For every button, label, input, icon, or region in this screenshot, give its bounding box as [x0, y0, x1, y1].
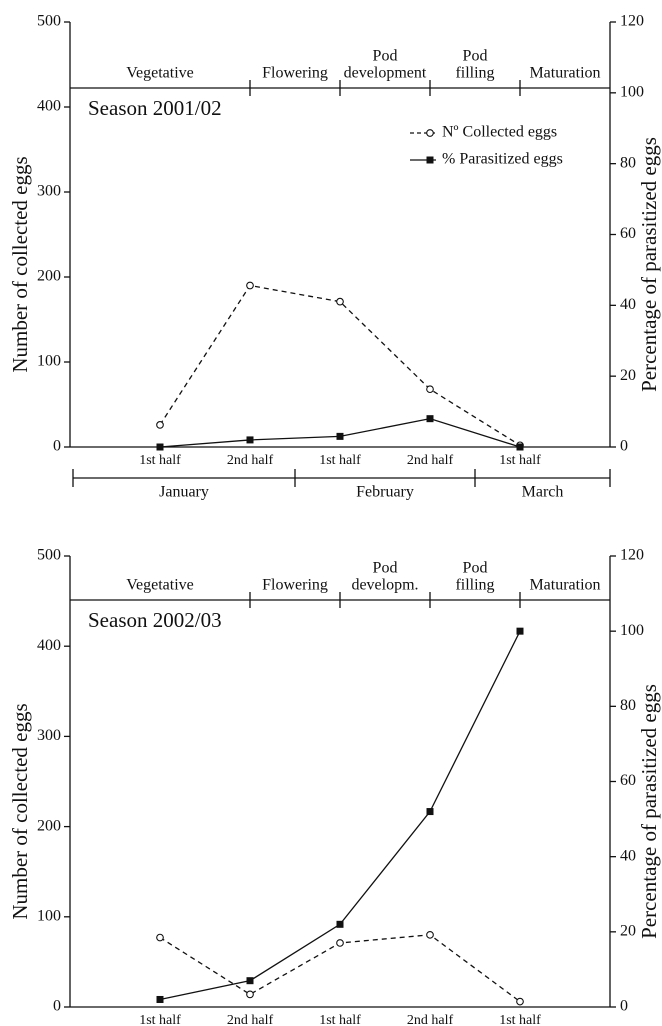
marker [246, 977, 254, 985]
x-tick-label: 1st half [499, 1013, 541, 1026]
marker [426, 415, 434, 423]
y-axis-label: Number of collected eggs [8, 703, 32, 919]
y-tick-label: 200 [37, 817, 61, 834]
x-tick-label: 1st half [319, 453, 361, 468]
x-tick-label: 2nd half [407, 453, 454, 468]
panel: 0 100 200 300 400 500 0 20 40 60 80 100 120 Number of… [8, 13, 661, 501]
stage-label: development [344, 65, 427, 82]
marker [246, 990, 254, 999]
legend-label: % Parasitized eggs [442, 151, 563, 168]
y-tick-label: 0 [53, 998, 61, 1015]
stage-label: developm. [351, 577, 418, 594]
stage-label: Flowering [262, 577, 328, 594]
marker [336, 297, 344, 306]
panel: 0 100 200 300 400 500 0 20 40 60 80 100 120 Number of… [8, 547, 661, 1026]
x-tick-label: 2nd half [227, 1013, 274, 1026]
marker [336, 920, 344, 928]
y-tick-label: 500 [37, 547, 61, 564]
marker [426, 930, 434, 939]
y2-tick-label: 60 [620, 772, 636, 789]
series-line [159, 284, 521, 446]
y-tick-label: 400 [37, 637, 61, 654]
marker [246, 281, 254, 290]
y-tick-label: 100 [37, 353, 61, 370]
y-tick-label: 400 [37, 98, 61, 115]
y2-tick-label: 40 [620, 296, 636, 313]
x-tick-label: 2nd half [407, 1013, 454, 1026]
stage-label: filling [455, 577, 494, 594]
y2-tick-label: 0 [620, 998, 628, 1015]
stage-label: Maturation [529, 577, 600, 594]
y2-tick-label: 20 [620, 923, 636, 940]
y2-tick-label: 20 [620, 367, 636, 384]
stage-label: Pod [463, 48, 488, 65]
stage-label: Pod [463, 560, 488, 577]
stage-label: Flowering [262, 65, 328, 82]
y2-tick-label: 60 [620, 225, 636, 242]
y2-tick-label: 0 [620, 438, 628, 455]
marker [516, 627, 524, 635]
y-tick-label: 300 [37, 183, 61, 200]
month-label: March [522, 484, 564, 501]
month-label: January [159, 484, 209, 501]
y2-axis-label: Percentage of parasitized eggs [637, 137, 661, 392]
y-tick-label: 500 [37, 13, 61, 30]
y-tick-label: 0 [53, 438, 61, 455]
y2-tick-label: 120 [620, 547, 644, 564]
marker [336, 939, 344, 947]
stage-label: Vegetative [126, 577, 194, 594]
marker [336, 432, 344, 440]
stage-label: Maturation [529, 65, 600, 82]
y2-tick-label: 80 [620, 697, 636, 714]
stage-label: Vegetative [126, 65, 194, 82]
series-line [159, 417, 521, 448]
marker [426, 808, 434, 816]
stage-label: filling [455, 65, 494, 82]
marker [426, 385, 434, 394]
legend-marker [426, 129, 434, 137]
marker [156, 995, 164, 1003]
marker [516, 997, 524, 1006]
y-axis-label: Number of collected eggs [8, 156, 32, 372]
marker [516, 443, 524, 451]
y-tick-label: 200 [37, 268, 61, 285]
stage-label: Pod [373, 560, 398, 577]
y2-tick-label: 40 [620, 847, 636, 864]
y-tick-label: 300 [37, 727, 61, 744]
panel-title: Season 2001/02 [88, 96, 222, 120]
x-tick-label: 1st half [139, 453, 181, 468]
marker [156, 933, 164, 942]
stage-label: Pod [373, 48, 398, 65]
y2-tick-label: 80 [620, 154, 636, 171]
y-tick-label: 100 [37, 907, 61, 924]
month-label: February [356, 484, 414, 501]
x-tick-label: 1st half [499, 453, 541, 468]
marker [156, 443, 164, 451]
x-tick-label: 1st half [319, 1013, 361, 1026]
legend-label: Nº Collected eggs [442, 124, 557, 141]
x-tick-label: 2nd half [227, 453, 274, 468]
y2-tick-label: 120 [620, 13, 644, 30]
marker [246, 436, 254, 444]
x-tick-label: 1st half [139, 1013, 181, 1026]
panel-title: Season 2002/03 [88, 608, 222, 632]
y2-tick-label: 100 [620, 84, 644, 101]
legend-marker [426, 156, 434, 164]
y2-tick-label: 100 [620, 622, 644, 639]
y2-axis-label: Percentage of parasitized eggs [637, 684, 661, 939]
marker [156, 421, 164, 429]
